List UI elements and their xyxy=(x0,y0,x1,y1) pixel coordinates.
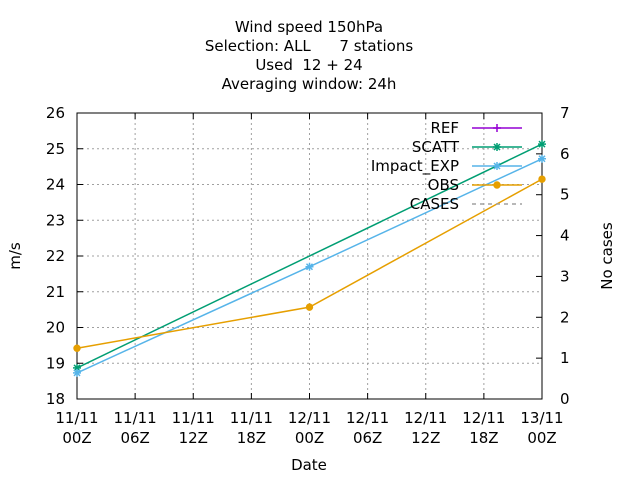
y-tick-label: 24 xyxy=(46,176,65,194)
x-tick-label-date: 12/11 xyxy=(288,409,331,427)
y2-tick-label: 1 xyxy=(560,349,570,367)
title-line-2: Selection: ALL 7 stations xyxy=(205,37,413,55)
data-point-scatt xyxy=(538,140,546,149)
x-tick-label-date: 12/11 xyxy=(404,409,447,427)
x-tick-label-hour: 12Z xyxy=(179,429,208,447)
data-point-obs xyxy=(538,175,546,183)
legend-marker-scatt xyxy=(493,143,501,151)
x-tick-label-hour: 18Z xyxy=(469,429,498,447)
data-point-impact-exp xyxy=(305,262,314,271)
x-tick-label-hour: 00Z xyxy=(527,429,556,447)
y2-tick-label: 5 xyxy=(560,186,570,204)
x-tick-label-date: 11/11 xyxy=(55,409,98,427)
x-tick-label-hour: 18Z xyxy=(237,429,266,447)
data-point-impact-exp xyxy=(538,154,546,163)
x-tick-label-hour: 00Z xyxy=(62,429,91,447)
y-tick-label: 26 xyxy=(46,104,65,122)
y-tick-label: 18 xyxy=(46,390,65,408)
y-tick-label: 23 xyxy=(46,211,65,229)
legend-label-impact-exp: Impact_EXP xyxy=(371,157,459,176)
legend-label-scatt: SCATT xyxy=(412,138,460,156)
title-line-1: Wind speed 150hPa xyxy=(235,18,383,36)
y2-tick-label: 2 xyxy=(560,308,570,326)
legend-label-ref: REF xyxy=(430,119,459,137)
series-line-scatt xyxy=(76,143,543,369)
y-tick-label: 19 xyxy=(46,354,65,372)
x-tick-label-date: 13/11 xyxy=(520,409,563,427)
y2-tick-label: 0 xyxy=(560,390,570,408)
x-axis-label: Date xyxy=(291,456,327,474)
legend-label-obs: OBS xyxy=(428,176,459,194)
x-tick-label-date: 12/11 xyxy=(346,409,389,427)
y2-tick-label: 4 xyxy=(560,227,570,245)
y2-axis-label: No cases xyxy=(598,222,616,290)
x-tick-label-hour: 12Z xyxy=(411,429,440,447)
x-tick-label-hour: 06Z xyxy=(120,429,149,447)
data-point-impact-exp xyxy=(73,368,81,377)
y2-tick-label: 7 xyxy=(560,104,570,122)
y-tick-label: 25 xyxy=(46,140,65,158)
legend-label-cases: CASES xyxy=(410,195,459,213)
data-point-obs xyxy=(305,303,314,311)
x-tick-label-date: 11/11 xyxy=(114,409,157,427)
legend-marker-ref xyxy=(493,124,501,132)
y2-tick-label: 6 xyxy=(560,145,570,163)
x-tick-label-hour: 06Z xyxy=(353,429,382,447)
y-tick-label: 22 xyxy=(46,247,65,265)
data-point-obs xyxy=(73,344,81,352)
legend-marker-impact-exp xyxy=(493,162,501,170)
legend-marker-obs xyxy=(493,181,501,189)
title-line-4: Averaging window: 24h xyxy=(222,75,397,93)
title-line-3: Used 12 + 24 xyxy=(255,56,362,74)
x-tick-label-date: 11/11 xyxy=(172,409,215,427)
x-tick-label-date: 12/11 xyxy=(462,409,505,427)
x-tick-label-date: 11/11 xyxy=(230,409,273,427)
axes: 1819202122232425260123456711/1100Z11/110… xyxy=(46,104,570,447)
y-axis-label: m/s xyxy=(6,242,24,270)
series xyxy=(73,140,546,377)
y-tick-label: 20 xyxy=(46,319,65,337)
y-tick-label: 21 xyxy=(46,283,65,301)
x-tick-label-hour: 00Z xyxy=(295,429,324,447)
y2-tick-label: 3 xyxy=(560,267,570,285)
